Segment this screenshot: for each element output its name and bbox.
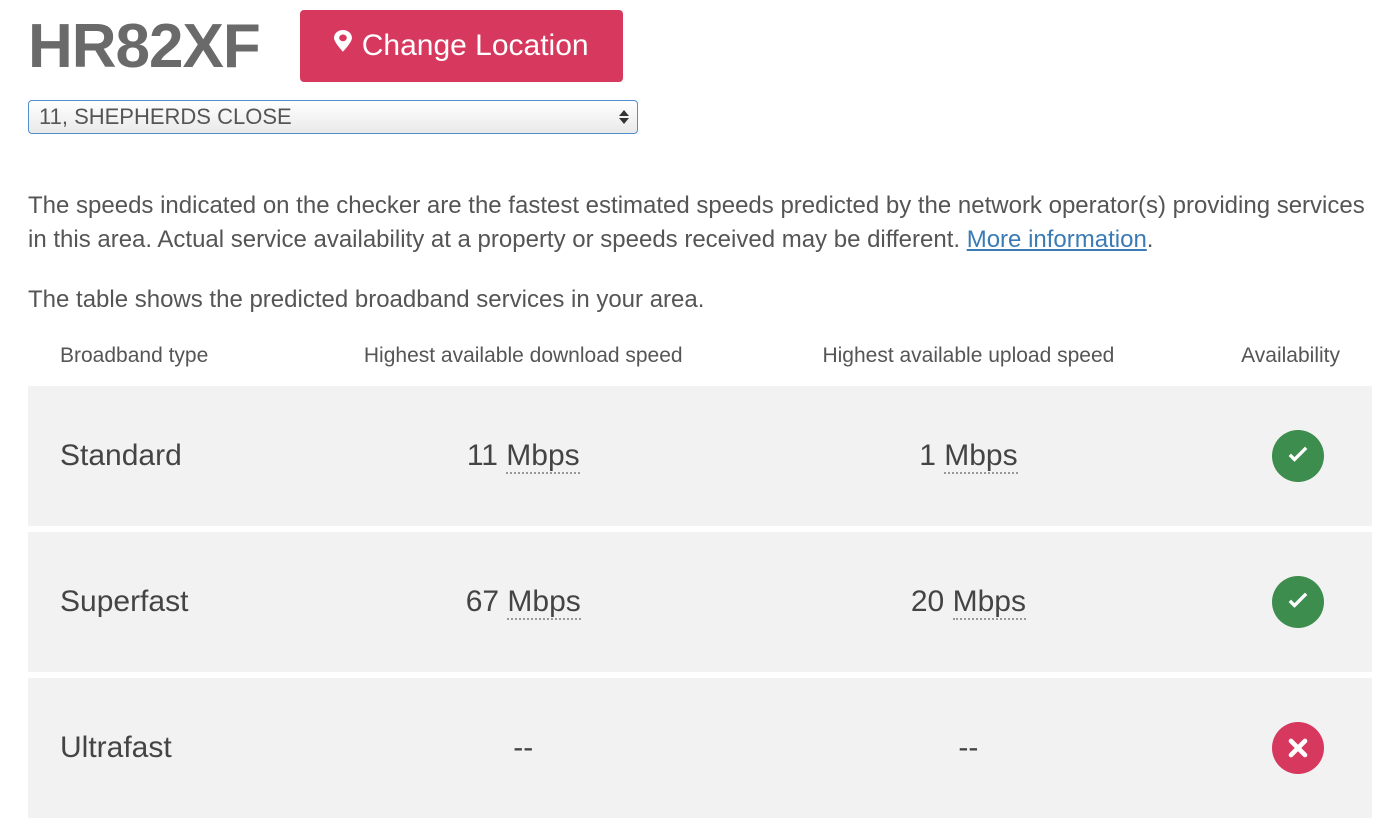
table-header-row: Broadband type Highest available downloa…	[28, 338, 1372, 380]
cell-download-speed: 67 Mbps	[291, 532, 756, 672]
address-select[interactable]: 11, SHEPHERDS CLOSE	[28, 100, 638, 134]
cell-upload-speed: 20 Mbps	[756, 532, 1182, 672]
disclaimer-text: The speeds indicated on the checker are …	[28, 189, 1372, 256]
table-row: Ultrafast----	[28, 678, 1372, 818]
postcode-heading: HR82XF	[28, 11, 260, 82]
select-arrows-icon	[619, 109, 629, 125]
disclaimer-after: .	[1147, 226, 1154, 253]
check-icon	[1272, 576, 1324, 628]
disclaimer-before: The speeds indicated on the checker are …	[28, 192, 1365, 253]
more-information-link[interactable]: More information	[967, 226, 1147, 253]
table-row: Standard11 Mbps1 Mbps	[28, 386, 1372, 526]
col-upload-speed: Highest available upload speed	[756, 338, 1182, 380]
check-icon	[1272, 430, 1324, 482]
cell-upload-speed: 1 Mbps	[756, 386, 1182, 526]
cross-icon	[1272, 722, 1324, 774]
header-row: HR82XF Change Location	[28, 0, 1372, 100]
cell-download-speed: 11 Mbps	[291, 386, 756, 526]
cell-availability	[1181, 678, 1372, 818]
cell-broadband-type: Standard	[28, 386, 291, 526]
cell-broadband-type: Superfast	[28, 532, 291, 672]
col-availability: Availability	[1181, 338, 1372, 380]
cell-availability	[1181, 386, 1372, 526]
change-location-label: Change Location	[362, 29, 589, 63]
broadband-table: Broadband type Highest available downloa…	[28, 332, 1372, 824]
cell-download-speed: --	[291, 678, 756, 818]
col-download-speed: Highest available download speed	[291, 338, 756, 380]
col-broadband-type: Broadband type	[28, 338, 291, 380]
change-location-button[interactable]: Change Location	[300, 10, 623, 82]
cell-broadband-type: Ultrafast	[28, 678, 291, 818]
cell-upload-speed: --	[756, 678, 1182, 818]
table-row: Superfast67 Mbps20 Mbps	[28, 532, 1372, 672]
map-pin-icon	[334, 28, 352, 64]
cell-availability	[1181, 532, 1372, 672]
table-intro: The table shows the predicted broadband …	[28, 286, 1372, 314]
address-select-value: 11, SHEPHERDS CLOSE	[39, 104, 292, 130]
